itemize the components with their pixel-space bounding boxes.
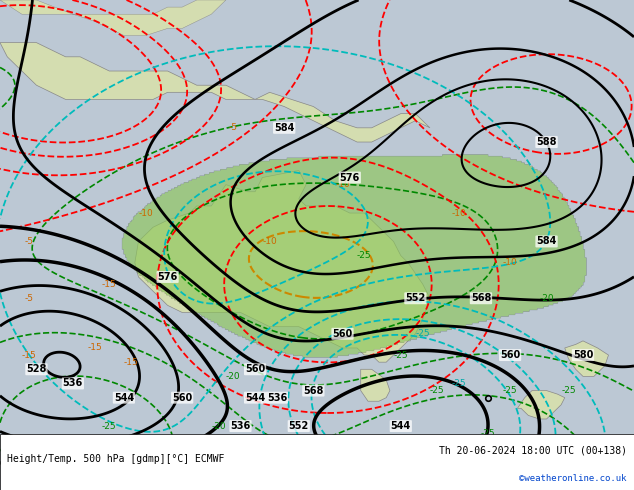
Text: -25: -25 xyxy=(102,421,117,431)
Text: Th 20-06-2024 18:00 UTC (00+138): Th 20-06-2024 18:00 UTC (00+138) xyxy=(439,445,627,456)
Text: 560: 560 xyxy=(500,350,521,360)
Polygon shape xyxy=(517,391,565,419)
Text: -25: -25 xyxy=(430,386,444,395)
Polygon shape xyxy=(565,341,609,376)
Text: -25: -25 xyxy=(503,386,517,395)
Text: 560: 560 xyxy=(245,364,265,374)
Text: -25: -25 xyxy=(452,379,467,388)
Text: -25: -25 xyxy=(357,251,372,260)
Text: 560: 560 xyxy=(172,392,192,403)
Text: 544: 544 xyxy=(113,392,134,403)
Text: 568: 568 xyxy=(471,293,491,303)
Text: -15: -15 xyxy=(22,350,37,360)
Text: 552: 552 xyxy=(288,421,309,431)
Polygon shape xyxy=(0,43,255,99)
Text: 536: 536 xyxy=(267,392,287,403)
Text: -25: -25 xyxy=(415,329,430,338)
Text: -25: -25 xyxy=(540,436,554,445)
Text: -25: -25 xyxy=(561,386,576,395)
Text: -5: -5 xyxy=(25,294,34,303)
Text: 584: 584 xyxy=(536,237,557,246)
Text: Height/Temp. 500 hPa [gdmp][°C] ECMWF: Height/Temp. 500 hPa [gdmp][°C] ECMWF xyxy=(7,454,224,464)
Text: -15: -15 xyxy=(102,280,117,289)
Text: 528: 528 xyxy=(26,364,47,374)
Text: 576: 576 xyxy=(340,172,360,183)
Text: -25: -25 xyxy=(394,350,408,360)
Text: 552: 552 xyxy=(405,293,425,303)
Text: -5: -5 xyxy=(25,237,34,246)
Text: -15: -15 xyxy=(124,358,139,367)
Text: 576: 576 xyxy=(157,272,178,282)
Text: -10: -10 xyxy=(452,209,467,218)
Text: -10: -10 xyxy=(262,237,277,246)
Text: -20: -20 xyxy=(226,372,240,381)
Text: 584: 584 xyxy=(274,123,294,133)
Text: 544: 544 xyxy=(245,392,265,403)
Text: -5: -5 xyxy=(229,123,238,132)
Text: ©weatheronline.co.uk: ©weatheronline.co.uk xyxy=(519,474,627,483)
Text: -20: -20 xyxy=(211,421,226,431)
Text: -10: -10 xyxy=(503,258,517,267)
Polygon shape xyxy=(361,369,390,401)
Text: 536: 536 xyxy=(230,421,250,431)
Text: 588: 588 xyxy=(536,137,557,147)
Text: 580: 580 xyxy=(573,350,593,360)
Text: 536: 536 xyxy=(63,378,83,389)
Text: -25: -25 xyxy=(481,429,496,438)
Text: 544: 544 xyxy=(391,421,411,431)
Text: -20: -20 xyxy=(540,294,554,303)
Bar xyxy=(0,434,634,490)
Text: -15: -15 xyxy=(87,343,102,352)
Text: -10: -10 xyxy=(138,209,153,218)
Polygon shape xyxy=(255,92,430,142)
Polygon shape xyxy=(0,0,226,35)
Text: 568: 568 xyxy=(303,386,323,395)
Text: -10: -10 xyxy=(335,180,350,189)
Polygon shape xyxy=(135,171,430,362)
Text: 560: 560 xyxy=(332,329,353,339)
